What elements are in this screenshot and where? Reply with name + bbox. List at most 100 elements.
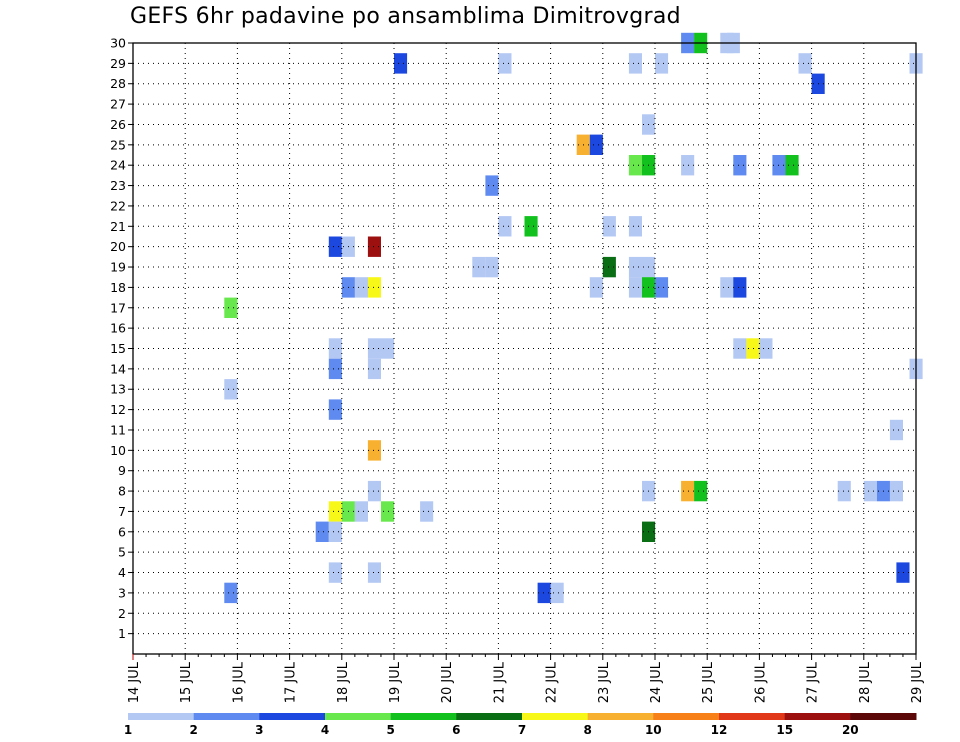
colorbar-segment	[193, 713, 260, 720]
precip-cell	[628, 216, 642, 237]
y-tick-label: 19	[110, 260, 126, 275]
precip-cell	[655, 53, 669, 74]
precip-cell	[863, 480, 877, 502]
y-tick-label: 18	[110, 280, 126, 295]
y-tick-label: 14	[110, 361, 126, 376]
precip-cell	[537, 582, 551, 604]
precip-cell	[224, 582, 238, 604]
colorbar-label: 10	[645, 723, 662, 737]
y-tick-label: 11	[110, 422, 126, 437]
colorbar: 1 2 3 4 5 6 7 8 10 12 15 20	[124, 713, 917, 737]
colorbar-segment	[259, 713, 326, 720]
precip-cell	[681, 155, 695, 176]
precip-cell	[224, 297, 238, 318]
precip-cell	[896, 562, 910, 583]
y-tick-label: 15	[110, 341, 126, 356]
x-tick-label: 20 JUL	[440, 661, 455, 703]
grid-layer	[132, 42, 917, 654]
colorbar-label: 15	[776, 723, 793, 737]
x-tick-label: 28 JUL	[858, 661, 873, 703]
precip-cell	[485, 256, 499, 278]
precip-cell	[720, 277, 734, 298]
precip-cell	[328, 358, 342, 380]
colorbar-label: 5	[387, 723, 395, 737]
precip-cell	[498, 216, 512, 237]
y-tick-label: 30	[110, 36, 126, 51]
precip-cell	[354, 501, 368, 522]
y-tick-label: 1	[118, 626, 126, 641]
y-tick-label: 13	[110, 382, 126, 397]
precip-cell	[589, 134, 603, 155]
x-tick-label: 19 JUL	[388, 661, 403, 703]
y-tick-label: 22	[110, 198, 126, 213]
precip-cell	[328, 562, 342, 583]
colorbar-segment	[850, 713, 917, 720]
precip-cell	[381, 501, 395, 522]
precip-cell	[224, 379, 238, 400]
precip-cell	[602, 256, 616, 278]
y-axis: 1234567891011121314151617181920212223242…	[110, 36, 133, 641]
y-tick-label: 9	[118, 463, 126, 478]
precip-cell	[367, 480, 381, 502]
colorbar-label: 4	[321, 723, 329, 737]
colorbar-segment	[128, 713, 195, 720]
y-tick-label: 5	[118, 545, 126, 560]
y-tick-label: 16	[110, 321, 126, 336]
y-tick-label: 17	[110, 300, 126, 315]
chart-title: GEFS 6hr padavine po ansamblima Dimitrov…	[130, 4, 681, 29]
precip-cell	[328, 236, 342, 257]
precip-cell	[733, 338, 747, 359]
precip-cell	[328, 399, 342, 420]
colorbar-segment	[587, 713, 654, 720]
precip-cell	[628, 155, 642, 176]
y-tick-label: 21	[110, 219, 126, 234]
y-tick-label: 10	[110, 443, 126, 458]
precip-cell	[354, 277, 368, 298]
colorbar-segment	[522, 713, 589, 720]
precip-cell	[628, 53, 642, 74]
precip-cell	[628, 277, 642, 298]
precip-cell	[498, 53, 512, 74]
colorbar-segment	[325, 713, 392, 720]
precip-cell	[798, 53, 812, 74]
colorbar-label: 2	[190, 723, 198, 737]
precip-cell	[602, 216, 616, 237]
y-tick-label: 28	[110, 76, 126, 91]
precip-cell	[367, 440, 381, 461]
precip-cell	[367, 277, 381, 298]
y-tick-label: 23	[110, 178, 126, 193]
x-axis: 14 JUL 15 JUL 16 JUL 17 JUL 18 JUL 19 JUL 20 J…	[127, 654, 925, 703]
precip-cell	[733, 277, 747, 298]
precip-cell	[315, 521, 329, 542]
precip-cell	[420, 501, 434, 522]
precip-cell	[733, 155, 747, 176]
colorbar-label: 3	[255, 723, 263, 737]
x-tick-label: 16 JUL	[231, 661, 246, 703]
colorbar-segment	[653, 713, 720, 720]
y-tick-label: 26	[110, 117, 126, 132]
y-tick-label: 7	[118, 504, 126, 519]
precip-cell	[746, 338, 760, 359]
precip-cell	[367, 562, 381, 583]
x-tick-label: 21 JUL	[492, 661, 507, 703]
colorbar-label: 8	[584, 723, 592, 737]
precip-cell	[889, 419, 903, 441]
colorbar-segment	[784, 713, 851, 720]
colorbar-segment	[456, 713, 523, 720]
y-tick-label: 27	[110, 97, 126, 112]
colorbar-label: 12	[711, 723, 728, 737]
precip-cell	[328, 501, 342, 522]
colorbar-label: 6	[452, 723, 460, 737]
colorbar-segment	[390, 713, 457, 720]
precip-cell	[381, 338, 395, 359]
x-tick-label: 23 JUL	[597, 661, 612, 703]
x-tick-label: 14 JUL	[127, 661, 142, 703]
y-tick-label: 25	[110, 137, 126, 152]
y-tick-label: 8	[118, 484, 126, 499]
x-tick-label: 18 JUL	[336, 661, 351, 703]
x-tick-label: 29 JUL	[910, 661, 925, 703]
precip-cell	[759, 338, 773, 359]
precip-cell	[328, 338, 342, 359]
y-tick-label: 6	[118, 524, 126, 539]
